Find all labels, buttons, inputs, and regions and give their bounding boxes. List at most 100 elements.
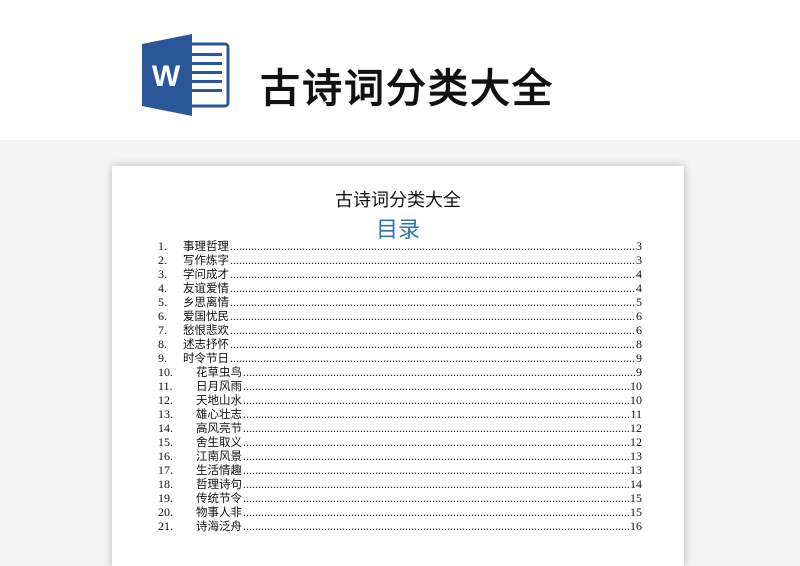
document-page: 古诗词分类大全 目录 1.事理哲理32.写作炼字33.学问成才44.友谊爱情45… xyxy=(112,166,684,566)
toc-leader-dots xyxy=(243,421,629,435)
header-banner: W 古诗词分类大全 xyxy=(0,0,800,140)
toc-entry-number: 10. xyxy=(158,365,173,379)
toc-entry-text: 写作炼字 xyxy=(183,253,229,267)
toc-entry-page: 16 xyxy=(630,519,642,533)
toc-entry-text: 舍生取义 xyxy=(196,435,242,449)
toc-entry-number: 4. xyxy=(158,281,167,295)
toc-entry[interactable]: 11. 日月风雨 10 xyxy=(158,379,642,393)
toc-leader-dots xyxy=(243,477,629,491)
toc-entry-number: 2. xyxy=(158,253,167,267)
word-icon: W xyxy=(142,34,230,116)
toc-leader-dots xyxy=(230,337,635,351)
banner-title: 古诗词分类大全 xyxy=(260,66,554,112)
toc-entry-text: 诗海泛舟 xyxy=(196,519,242,533)
toc-entry-text: 乡思离情 xyxy=(183,295,229,309)
toc-entry-text: 学问成才 xyxy=(183,267,229,281)
toc-entry-page: 10 xyxy=(630,393,642,407)
toc-entry-number: 19. xyxy=(158,491,173,505)
toc-entry-page: 11 xyxy=(630,407,642,421)
toc-entry-number: 3. xyxy=(158,267,167,281)
toc-entry-text: 事理哲理 xyxy=(183,239,229,253)
toc-leader-dots xyxy=(243,407,629,421)
toc-leader-dots xyxy=(230,309,635,323)
toc-entry-number: 21. xyxy=(158,519,173,533)
toc-entry-number: 5. xyxy=(158,295,167,309)
toc-entry[interactable]: 17. 生活情趣 13 xyxy=(158,463,642,477)
toc-leader-dots xyxy=(230,295,635,309)
toc-entry-number: 1. xyxy=(158,239,167,253)
toc-entry[interactable]: 9. 时令节日 9 xyxy=(158,351,642,365)
toc-leader-dots xyxy=(243,491,629,505)
toc-entry-text: 愁恨悲欢 xyxy=(183,323,229,337)
toc-entry-number: 15. xyxy=(158,435,173,449)
toc-entry-text: 传统节令 xyxy=(196,491,242,505)
toc-entry-page: 12 xyxy=(630,435,642,449)
toc-entry-number: 20. xyxy=(158,505,173,519)
toc-entry[interactable]: 6. 爱国忧民 6 xyxy=(158,309,642,323)
toc-entry-text: 花草虫鸟 xyxy=(196,365,242,379)
toc-entry-page: 13 xyxy=(630,463,642,477)
toc-entry-page: 6 xyxy=(636,309,642,323)
toc-entry[interactable]: 4. 友谊爱情 4 xyxy=(158,281,642,295)
toc-entry[interactable]: 18. 哲理诗句 14 xyxy=(158,477,642,491)
toc-leader-dots xyxy=(243,379,629,393)
toc-entry[interactable]: 10. 花草虫鸟 9 xyxy=(158,365,642,379)
toc-entry-number: 7. xyxy=(158,323,167,337)
toc-entry-text: 雄心壮志 xyxy=(196,407,242,421)
toc-entry-number: 11. xyxy=(158,379,173,393)
toc-leader-dots xyxy=(230,253,635,267)
toc-entry-page: 8 xyxy=(636,337,642,351)
toc-entry[interactable]: 12. 天地山水 10 xyxy=(158,393,642,407)
toc-leader-dots xyxy=(243,393,629,407)
toc-entry-text: 时令节日 xyxy=(183,351,229,365)
svg-text:W: W xyxy=(152,60,181,93)
toc-entry-number: 13. xyxy=(158,407,173,421)
toc-leader-dots xyxy=(243,519,629,533)
toc-entry-text: 高风亮节 xyxy=(196,421,242,435)
toc-entry-page: 9 xyxy=(636,351,642,365)
toc-entry-page: 12 xyxy=(630,421,642,435)
toc-leader-dots xyxy=(230,267,635,281)
toc-entry-text: 友谊爱情 xyxy=(183,281,229,295)
toc-entry-number: 18. xyxy=(158,477,173,491)
toc-entry[interactable]: 16. 江南风景 13 xyxy=(158,449,642,463)
toc-entry[interactable]: 3. 学问成才 4 xyxy=(158,267,642,281)
toc-entry[interactable]: 8. 述志抒怀 8 xyxy=(158,337,642,351)
toc-entry-page: 10 xyxy=(630,379,642,393)
toc-entry-number: 8. xyxy=(158,337,167,351)
toc-entry-page: 4 xyxy=(636,281,642,295)
toc-leader-dots xyxy=(230,323,635,337)
toc-entry[interactable]: 5. 乡思离情 5 xyxy=(158,295,642,309)
toc-leader-dots xyxy=(243,435,629,449)
toc-entry[interactable]: 14. 高风亮节 12 xyxy=(158,421,642,435)
toc-entry-text: 爱国忧民 xyxy=(183,309,229,323)
toc-entry-page: 15 xyxy=(630,505,642,519)
toc-entry-text: 述志抒怀 xyxy=(183,337,229,351)
toc-entry-page: 4 xyxy=(636,267,642,281)
toc-entry-page: 9 xyxy=(636,365,642,379)
toc-leader-dots xyxy=(230,351,635,365)
toc-entry[interactable]: 21. 诗海泛舟 16 xyxy=(158,519,642,533)
toc-entry-number: 17. xyxy=(158,463,173,477)
toc-entry[interactable]: 1. 事理哲理 3 xyxy=(158,239,642,253)
toc-entry[interactable]: 13. 雄心壮志 11 xyxy=(158,407,642,421)
toc-leader-dots xyxy=(243,505,629,519)
toc-entry-number: 14. xyxy=(158,421,173,435)
toc-leader-dots xyxy=(230,239,635,253)
toc-entry-text: 生活情趣 xyxy=(196,463,242,477)
toc-leader-dots xyxy=(243,449,629,463)
toc-entry[interactable]: 15. 舍生取义 12 xyxy=(158,435,642,449)
toc-entry-page: 6 xyxy=(636,323,642,337)
toc-entry[interactable]: 19. 传统节令 15 xyxy=(158,491,642,505)
toc-entry-text: 天地山水 xyxy=(196,393,242,407)
toc-entry-text: 物事人非 xyxy=(196,505,242,519)
toc-entry-text: 哲理诗句 xyxy=(196,477,242,491)
toc-leader-dots xyxy=(230,281,635,295)
toc-entry-page: 5 xyxy=(636,295,642,309)
toc-entry[interactable]: 2. 写作炼字 3 xyxy=(158,253,642,267)
toc-entry-number: 12. xyxy=(158,393,173,407)
toc-entry[interactable]: 20. 物事人非 15 xyxy=(158,505,642,519)
toc-entry-number: 6. xyxy=(158,309,167,323)
document-title: 古诗词分类大全 xyxy=(335,190,461,211)
toc-entry[interactable]: 7. 愁恨悲欢 6 xyxy=(158,323,642,337)
